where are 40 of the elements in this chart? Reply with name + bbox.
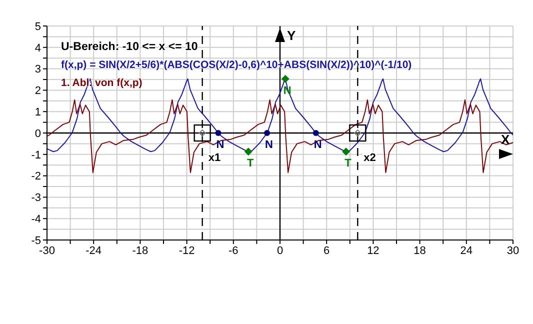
- x-tick-label: -6: [228, 244, 238, 257]
- y-tick-label: 3: [34, 64, 41, 76]
- x-tick-label: 6: [324, 244, 330, 257]
- point: [349, 124, 366, 142]
- x-tick-label: 24: [460, 244, 473, 257]
- data-label: T: [344, 158, 352, 170]
- point: [194, 124, 211, 142]
- y-tick-label: -2: [31, 170, 41, 183]
- x-tick-label: -18: [132, 244, 148, 257]
- data-label: T: [247, 158, 254, 170]
- x-tick-label: 0: [276, 244, 284, 257]
- data-label: N: [314, 139, 322, 151]
- x-axis-title: X: [501, 132, 510, 147]
- text: U-Bereich: -10 <= x <= 10: [61, 41, 198, 53]
- y-tick-label: -4: [31, 214, 41, 226]
- y-tick-label: 4: [34, 42, 41, 54]
- y-tick-label: 5: [34, 20, 41, 33]
- x-tick-label: -30: [39, 244, 55, 257]
- y-tick-label: 1: [34, 106, 41, 119]
- point: [244, 148, 252, 156]
- point: [264, 130, 270, 136]
- x-tick-label: 30: [506, 244, 520, 257]
- point: [281, 74, 290, 83]
- ref-line-label: x1: [208, 152, 221, 164]
- y-tick-label: 0: [34, 128, 41, 140]
- y-tick-label: -1: [31, 149, 41, 162]
- point: [312, 130, 319, 136]
- y-axis-title: Y: [287, 28, 296, 43]
- data-label: N: [265, 139, 274, 151]
- point: [342, 148, 350, 156]
- data-label: N: [216, 139, 224, 151]
- x-tick-label: 18: [414, 244, 426, 257]
- y-tick-label: 2: [34, 85, 41, 98]
- y-tick-label: -3: [31, 192, 41, 204]
- x-tick-label: -24: [86, 244, 102, 257]
- ref-line-label: x2: [364, 152, 376, 164]
- point: [215, 130, 222, 136]
- y-tick-label: -5: [31, 234, 41, 247]
- x-tick-label: -12: [178, 244, 195, 257]
- x-tick-label: 12: [367, 244, 380, 257]
